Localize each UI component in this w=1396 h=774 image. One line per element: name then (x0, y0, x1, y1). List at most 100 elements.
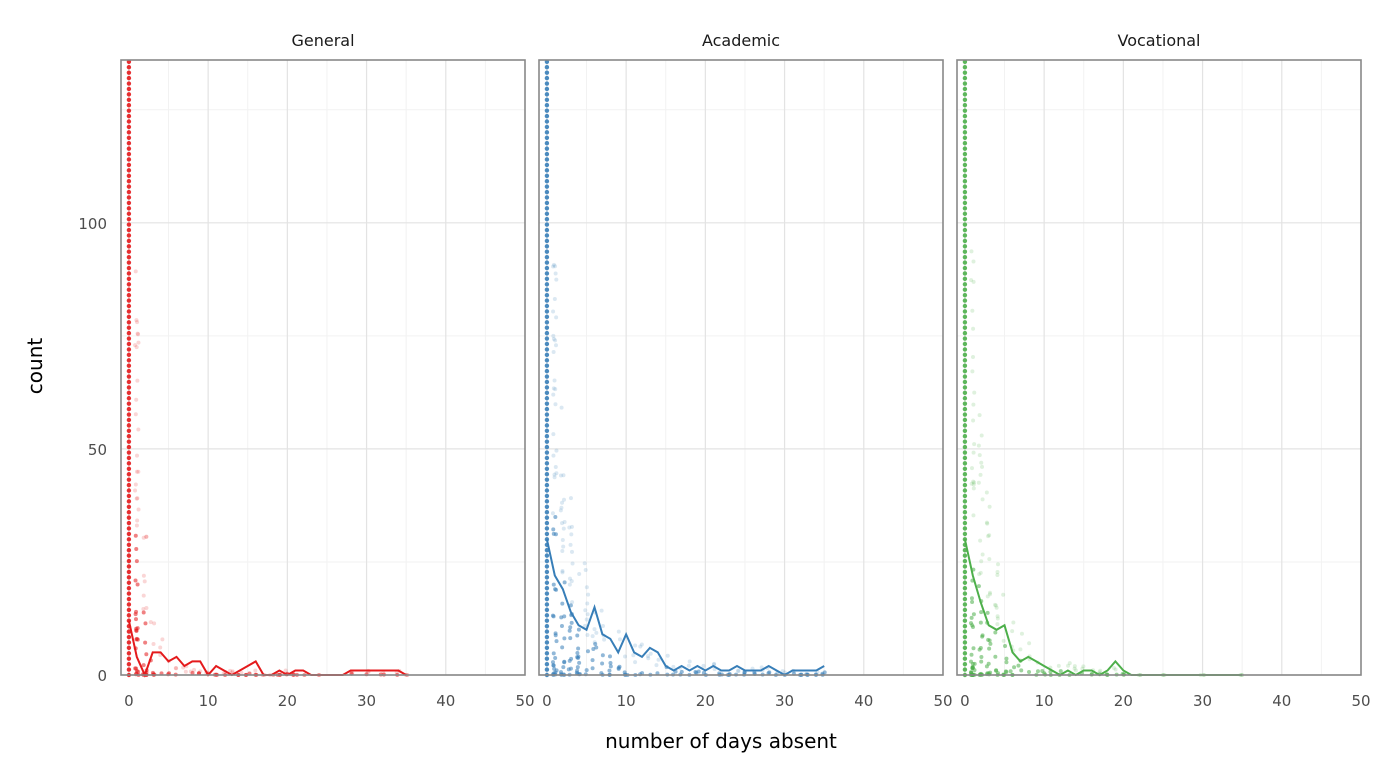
data-point (141, 593, 146, 598)
series-line-academic (545, 539, 825, 677)
data-point (568, 636, 573, 641)
data-point (962, 575, 968, 580)
data-point (701, 663, 706, 668)
panel-general: General (120, 31, 526, 678)
y-tick-label: 100 (78, 215, 107, 233)
data-point (133, 488, 138, 493)
data-point (962, 260, 968, 265)
data-point (126, 200, 132, 206)
data-point (183, 669, 188, 674)
data-point (993, 603, 998, 608)
data-point (962, 515, 968, 520)
data-point (126, 379, 132, 385)
data-point (575, 665, 580, 670)
data-point (134, 559, 139, 564)
data-point (553, 633, 558, 638)
data-point (126, 189, 132, 195)
data-point (972, 480, 977, 485)
data-point (544, 200, 550, 206)
data-point (544, 553, 550, 558)
data-point (971, 402, 976, 407)
data-point (134, 496, 139, 501)
data-point (126, 65, 132, 70)
data-point (969, 615, 974, 620)
data-point (701, 670, 706, 675)
data-point (544, 92, 550, 97)
data-point (544, 320, 550, 325)
data-point (1003, 644, 1008, 649)
data-point (253, 668, 258, 673)
data-point (135, 518, 140, 523)
data-point (656, 657, 661, 662)
data-point (1018, 647, 1023, 652)
data-point (553, 465, 558, 470)
data-point (1058, 669, 1063, 674)
data-point (996, 562, 1001, 567)
data-point (962, 276, 968, 282)
data-point (544, 336, 550, 341)
data-point (962, 151, 968, 157)
data-point (144, 534, 149, 539)
data-point (126, 537, 132, 542)
data-point (962, 81, 968, 86)
panel-border (120, 59, 526, 676)
data-point (126, 520, 132, 526)
data-point (544, 358, 550, 363)
data-point (962, 401, 968, 406)
data-point (971, 259, 976, 264)
data-point (575, 633, 580, 638)
data-point (569, 532, 574, 537)
data-point (962, 412, 968, 417)
y-tick-labels: 0 50 100 (78, 215, 107, 685)
data-point (962, 558, 968, 564)
data-point (971, 326, 976, 331)
data-point (544, 596, 550, 602)
data-point (544, 162, 550, 168)
data-point (576, 646, 581, 651)
data-point (962, 629, 968, 634)
data-point (126, 336, 132, 341)
data-point (544, 656, 550, 661)
data-point (544, 298, 550, 303)
data-point (126, 477, 132, 482)
data-point (1016, 663, 1021, 668)
data-point (544, 222, 550, 227)
data-point (962, 613, 968, 618)
data-point (560, 645, 565, 650)
data-point (586, 592, 591, 597)
data-point (141, 535, 146, 540)
data-point (559, 505, 564, 510)
data-point (551, 582, 556, 587)
data-point (995, 616, 1000, 621)
data-point (544, 439, 550, 444)
x-tick-label: 10 (1035, 692, 1054, 710)
data-point (962, 347, 968, 352)
data-point (544, 260, 550, 265)
data-point (962, 124, 968, 130)
data-point (126, 493, 132, 499)
data-point (126, 580, 132, 585)
data-point (594, 630, 599, 635)
data-point (126, 260, 132, 265)
data-point (985, 610, 990, 615)
data-point (551, 333, 556, 338)
data-point (962, 661, 968, 667)
data-point (558, 508, 563, 513)
data-point (135, 378, 140, 383)
data-point (638, 644, 643, 649)
data-point (126, 553, 132, 558)
data-point (133, 617, 138, 622)
data-point (962, 374, 968, 379)
data-point (544, 428, 550, 434)
data-point (969, 249, 974, 254)
data-point (544, 135, 550, 140)
data-point (561, 473, 566, 478)
data-point (381, 670, 386, 675)
data-point (570, 561, 575, 566)
data-point (645, 654, 650, 659)
data-point (544, 254, 550, 260)
data-point (551, 663, 556, 668)
data-point (544, 75, 550, 81)
data-point (602, 637, 607, 642)
